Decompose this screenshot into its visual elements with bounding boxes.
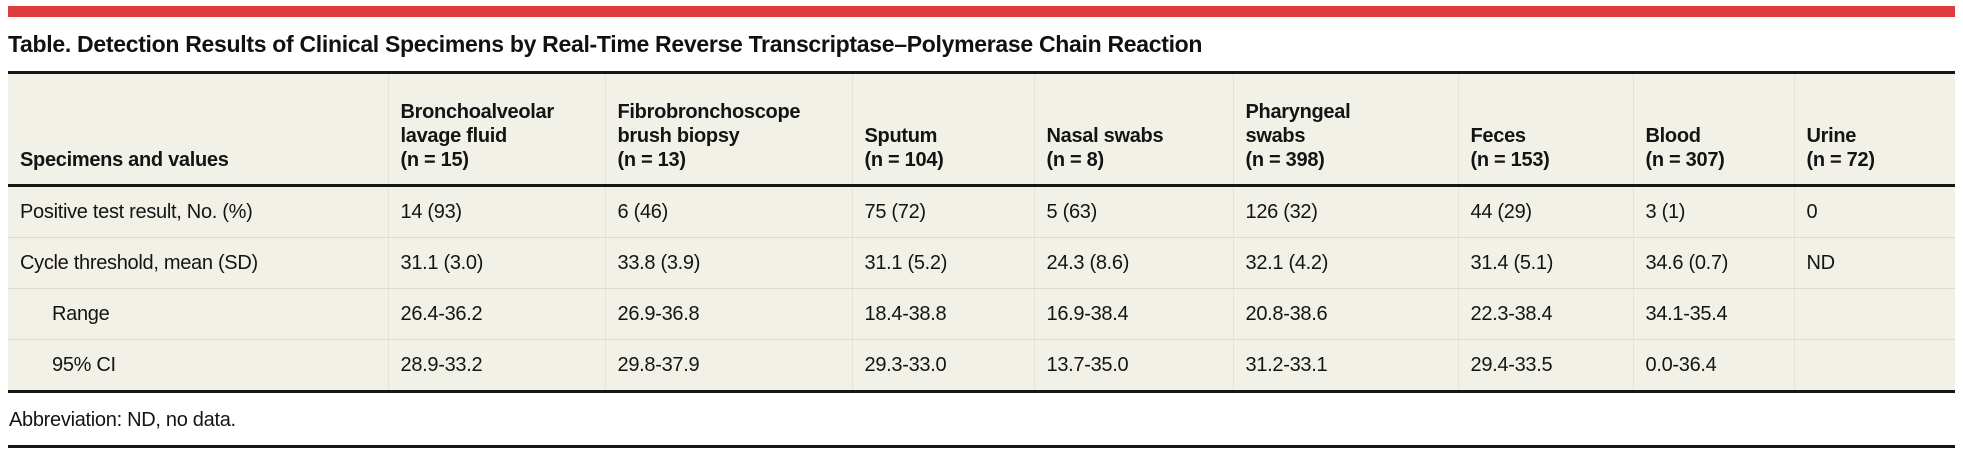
table-row: Positive test result, No. (%) 14 (93) 6 (4… [8,185,1955,238]
column-header: Nasal swabs (n = 8) [1033,72,1233,187]
stub-column-header: Specimens and values [8,72,388,187]
results-table: Specimens and values Bronchoalveolar lava… [8,71,1955,393]
table-row: Cycle threshold, mean (SD) 31.1 (3.0) 33.8… [8,237,1955,289]
cell-value: 31.4 (5.1) [1457,237,1633,289]
cell-value: 0.0-36.4 [1632,339,1794,392]
cell-value: 33.8 (3.9) [604,237,852,289]
article-table-figure: Table. Detection Results of Clinical Spe… [0,6,1963,448]
cell-value: 29.4-33.5 [1457,339,1633,392]
cell-value: ND [1793,237,1955,289]
cell-value: 31.1 (5.2) [851,237,1034,289]
cell-value: 16.9-38.4 [1033,288,1233,340]
cell-value: 14 (93) [387,185,605,238]
cell-value: 28.9-33.2 [387,339,605,392]
header-row: Specimens and values Bronchoalveolar lava… [8,72,1955,187]
accent-red-bar [8,6,1955,17]
column-header: Feces (n = 153) [1457,72,1633,187]
cell-value: 18.4-38.8 [851,288,1034,340]
footnote: Abbreviation: ND, no data. [9,409,236,431]
cell-value: 3 (1) [1632,185,1794,238]
row-label: 95% CI [8,339,388,392]
cell-value: 44 (29) [1457,185,1633,238]
column-header: Fibrobronchoscope brush biopsy (n = 13) [604,72,852,187]
table-row: Range 26.4-36.2 26.9-36.8 18.4-38.8 16.9-38.… [8,288,1955,340]
column-header: Bronchoalveolar lavage fluid (n = 15) [387,72,605,187]
cell-value: 26.9-36.8 [604,288,852,340]
column-header: Sputum (n = 104) [851,72,1034,187]
row-label: Cycle threshold, mean (SD) [8,237,388,289]
cell-value: 5 (63) [1033,185,1233,238]
cell-value: 34.1-35.4 [1632,288,1794,340]
cell-value: 34.6 (0.7) [1632,237,1794,289]
cell-value: 20.8-38.6 [1232,288,1458,340]
cell-value: 26.4-36.2 [387,288,605,340]
cell-value: 29.3-33.0 [851,339,1034,392]
cell-value: 24.3 (8.6) [1033,237,1233,289]
cell-value: 6 (46) [604,185,852,238]
row-label: Range [8,288,388,340]
table-body: Positive test result, No. (%) 14 (93) 6 (4… [8,185,1955,392]
cell-value: 31.1 (3.0) [387,237,605,289]
cell-value: 32.1 (4.2) [1232,237,1458,289]
cell-value [1793,339,1955,392]
cell-value [1793,288,1955,340]
cell-value: 0 [1793,185,1955,238]
cell-value: 22.3-38.4 [1457,288,1633,340]
cell-value: 126 (32) [1232,185,1458,238]
column-header: Pharyngeal swabs (n = 398) [1232,72,1458,187]
row-label: Positive test result, No. (%) [20,201,253,223]
column-header: Urine (n = 72) [1793,72,1955,187]
cell-value: 13.7-35.0 [1033,339,1233,392]
cell-value: 31.2-33.1 [1232,339,1458,392]
column-header: Blood (n = 307) [1632,72,1794,187]
table-row: 95% CI 28.9-33.2 29.8-37.9 29.3-33.0 13.7-35… [8,339,1955,392]
bottom-rule [8,445,1955,448]
cell-value: 75 (72) [851,185,1034,238]
table-title: Table. Detection Results of Clinical Spe… [8,31,1203,57]
cell-value: 29.8-37.9 [604,339,852,392]
